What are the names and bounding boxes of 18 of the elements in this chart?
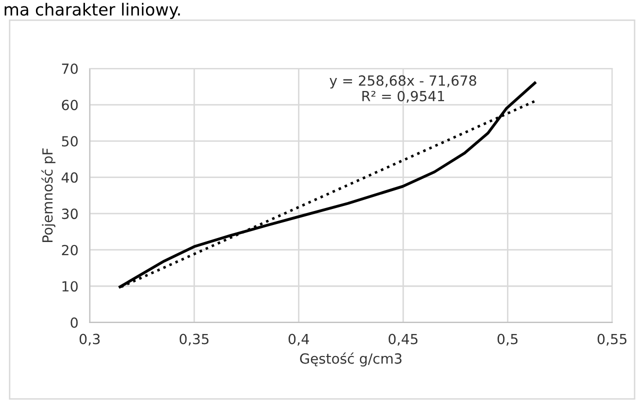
y-tick-label: 70 xyxy=(62,63,78,74)
text: ma charakter liniowy. xyxy=(4,2,180,19)
x-tick-label: 0,45 xyxy=(388,334,418,346)
y-tick-label: 20 xyxy=(62,244,78,256)
x-axis-title: Gęstość g/cm3 xyxy=(300,352,402,367)
x-tick-label: 0,35 xyxy=(180,334,208,346)
y-tick-label: 30 xyxy=(62,208,78,220)
x-tick-label: 0,3 xyxy=(80,334,100,346)
y-tick-label: 50 xyxy=(62,136,78,147)
y-tick-label: 40 xyxy=(62,172,78,183)
y-tick-label: 60 xyxy=(62,100,78,110)
x-tick-label: 0,4 xyxy=(288,334,309,346)
x-tick-label: 0,55 xyxy=(598,334,626,346)
x-tick-label: 0,5 xyxy=(498,334,518,346)
y-tick-label: 0 xyxy=(70,317,78,328)
y-axis-title: Pojemność pF xyxy=(41,148,56,242)
annotation: y = 258,68x - 71,678 R² = 0,9541 xyxy=(330,75,476,103)
y-tick-label: 10 xyxy=(62,281,78,292)
